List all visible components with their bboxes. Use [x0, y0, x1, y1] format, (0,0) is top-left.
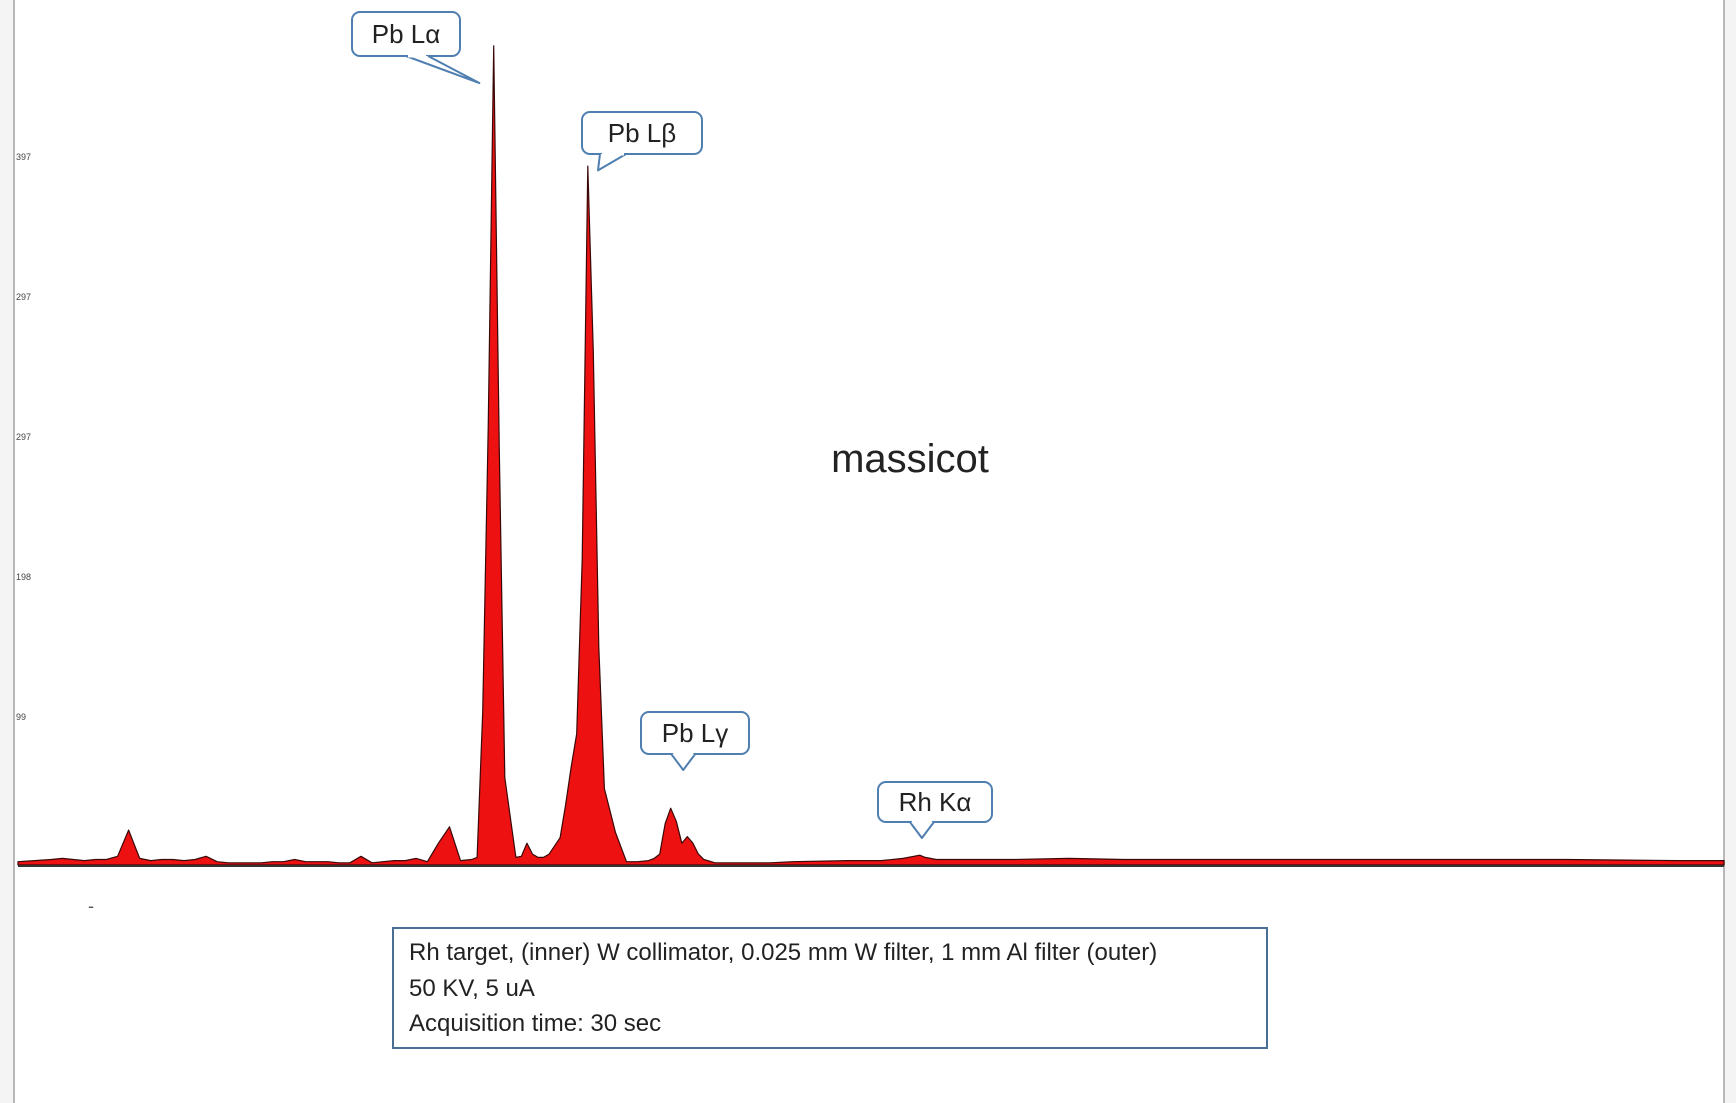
y-tick-label: 198	[16, 572, 31, 582]
info-box: Rh target, (inner) W collimator, 0.025 m…	[392, 927, 1268, 1049]
callout-label: Pb Lβ	[608, 118, 676, 148]
info-line-2: 50 KV, 5 uA	[409, 975, 535, 1002]
callout-pointer	[405, 55, 481, 85]
y-tick-label: 397	[16, 152, 31, 162]
y-tick-label: 297	[16, 432, 31, 442]
callout-pointer	[670, 753, 697, 771]
y-tick-label: 99	[16, 712, 26, 722]
peak-callout: Pb Lα	[351, 11, 481, 85]
chart-title: massicot	[831, 437, 989, 481]
callout-label: Pb Lγ	[662, 718, 729, 748]
peak-callout: Pb Lγ	[640, 711, 750, 771]
info-line-1: Rh target, (inner) W collimator, 0.025 m…	[409, 939, 1157, 966]
callout-label: Pb Lα	[372, 19, 441, 49]
spectrum-area	[17, 45, 1725, 866]
callout-frame	[877, 781, 993, 823]
y-tick-label: 297	[16, 292, 31, 302]
callout-pointer	[596, 153, 627, 172]
stray-mark: -	[88, 896, 94, 916]
peak-callout: Pb Lβ	[581, 111, 703, 172]
callout-frame	[581, 111, 703, 155]
info-line-3: Acquisition time: 30 sec	[409, 1010, 661, 1037]
peak-callout: Rh Kα	[877, 781, 993, 839]
plot-page	[14, 0, 1724, 1103]
callout-pointer	[909, 821, 935, 839]
callout-label: Rh Kα	[899, 787, 972, 817]
info-box-frame	[392, 927, 1268, 1049]
